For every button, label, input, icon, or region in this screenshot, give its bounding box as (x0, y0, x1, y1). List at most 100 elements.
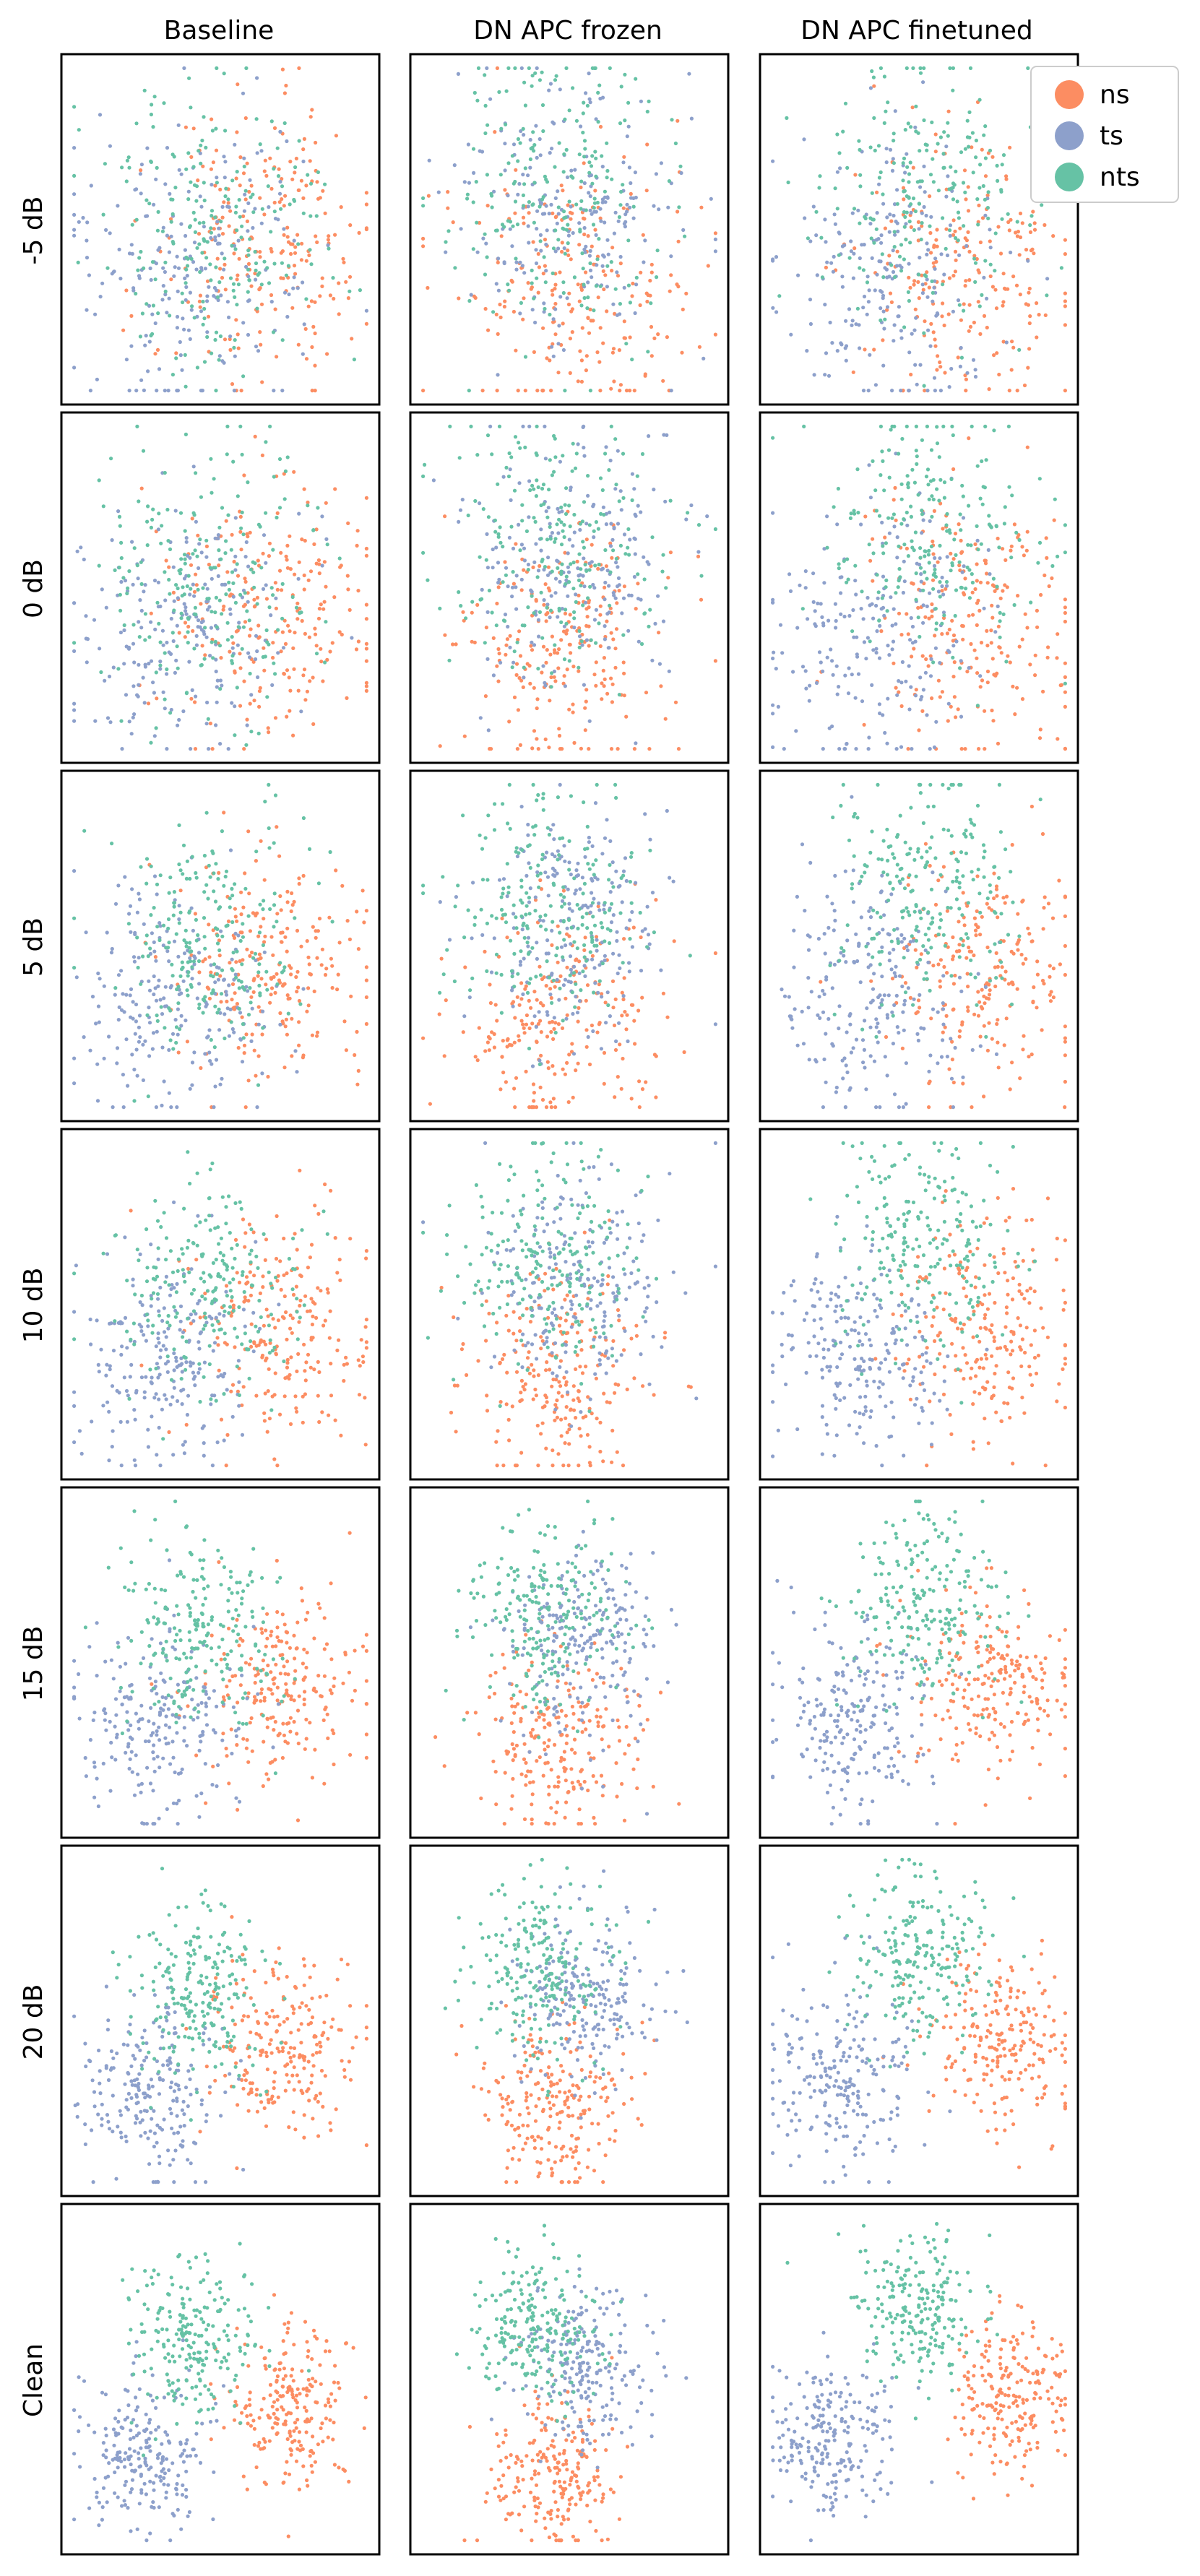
point-ns (296, 985, 301, 990)
point-ts (181, 2460, 186, 2464)
point-nts (213, 215, 217, 220)
point-ts (105, 2500, 109, 2504)
point-ts (72, 146, 77, 150)
point-ts (626, 124, 631, 129)
point-ts (506, 194, 510, 198)
point-ts (269, 613, 273, 618)
point-ts (154, 262, 158, 266)
point-ts (134, 1019, 138, 1024)
point-nts (308, 181, 314, 186)
point-ns (354, 2035, 358, 2039)
point-ns (236, 1700, 240, 1705)
point-nts (267, 1351, 272, 1355)
point-nts (229, 1953, 233, 1958)
point-ts (166, 2012, 170, 2016)
point-ns (364, 321, 368, 326)
point-ns (311, 1687, 316, 1693)
point-nts (269, 1408, 274, 1412)
point-ns (364, 602, 368, 607)
point-ts (173, 670, 177, 675)
point-ts (141, 1042, 145, 1047)
point-ts (208, 654, 212, 658)
point-ns (258, 196, 262, 200)
point-ts (85, 220, 90, 225)
point-ts (194, 2453, 198, 2458)
point-ns (503, 299, 507, 303)
point-nts (146, 1318, 150, 1323)
point-ns (262, 1411, 267, 1415)
point-nts (279, 2041, 283, 2045)
point-ns (285, 926, 290, 930)
point-nts (246, 290, 250, 294)
point-ns (290, 2367, 295, 2372)
point-ts (147, 2444, 152, 2448)
point-nts (316, 170, 320, 174)
point-ts (236, 1359, 241, 1363)
point-nts (284, 273, 288, 277)
point-ns (306, 578, 311, 582)
point-ts (611, 302, 616, 306)
point-ns (330, 641, 334, 645)
point-nts (267, 642, 271, 647)
point-nts (175, 1604, 179, 1608)
point-nts (264, 969, 269, 974)
point-ns (264, 1628, 268, 1633)
point-ns (267, 1417, 272, 1421)
point-nts (328, 850, 332, 855)
point-ts (110, 1445, 114, 1449)
point-nts (164, 2002, 168, 2007)
point-ns (214, 1976, 218, 1980)
point-ts (161, 1756, 165, 1760)
point-nts (213, 610, 217, 615)
point-ns (601, 269, 605, 273)
point-nts (239, 526, 243, 530)
point-ns (274, 1644, 278, 1648)
point-ns (535, 389, 540, 393)
point-ns (312, 1636, 316, 1641)
point-ts (618, 254, 623, 259)
point-ns (290, 2004, 295, 2008)
point-ts (84, 614, 88, 618)
point-ts (171, 2099, 176, 2103)
point-nts (272, 661, 276, 665)
point-ns (277, 2023, 282, 2027)
point-nts (203, 1323, 207, 1328)
point-ts (193, 2180, 198, 2184)
point-ns (570, 307, 575, 311)
point-ts (121, 1105, 126, 1110)
point-nts (174, 1290, 178, 1295)
point-nts (228, 2389, 233, 2393)
point-nts (177, 823, 181, 827)
point-ns (192, 589, 197, 594)
point-nts (216, 1548, 220, 1552)
point-ts (188, 2454, 193, 2458)
point-ns (348, 275, 353, 279)
point-ns (311, 722, 316, 727)
point-ns (252, 1700, 256, 1705)
point-ts (88, 1048, 92, 1053)
point-ns (326, 1736, 330, 1740)
point-ns (426, 285, 430, 290)
point-ts (154, 1344, 158, 1349)
point-ts (278, 179, 282, 184)
point-ns (337, 312, 341, 316)
point-ns (308, 159, 312, 163)
point-nts (172, 1626, 177, 1630)
point-ns (266, 1074, 270, 1079)
point-ts (184, 605, 188, 610)
point-ts (134, 1711, 138, 1716)
point-nts (189, 2000, 193, 2004)
point-ns (322, 2020, 327, 2025)
point-ns (285, 900, 290, 904)
point-ts (108, 1367, 112, 1372)
point-ns (237, 1280, 242, 1284)
point-ns (283, 935, 288, 939)
point-ns (259, 1627, 264, 1631)
point-ns (320, 2421, 324, 2426)
point-ns (285, 543, 290, 548)
point-nts (233, 975, 238, 980)
point-nts (205, 2271, 210, 2275)
point-nts (249, 2320, 253, 2324)
point-nts (223, 194, 228, 199)
point-ns (361, 1360, 366, 1365)
